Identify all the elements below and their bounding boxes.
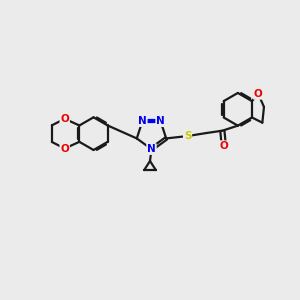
Text: N: N	[138, 116, 147, 126]
Text: S: S	[184, 131, 191, 141]
Text: O: O	[254, 89, 262, 99]
Text: N: N	[156, 116, 165, 126]
Text: O: O	[220, 141, 228, 151]
Text: O: O	[60, 143, 69, 154]
Text: O: O	[60, 114, 69, 124]
Text: N: N	[147, 144, 156, 154]
